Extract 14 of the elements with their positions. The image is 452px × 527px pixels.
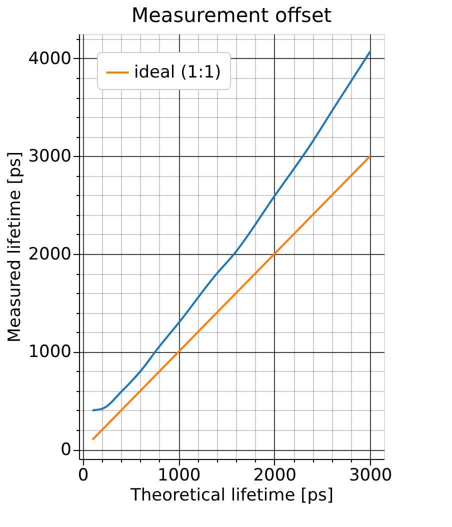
legend-label: ideal (1:1) [134,62,222,82]
y-axis-title: Measured lifetime [ps] [5,151,26,343]
y-tick-label: 4000 [28,48,72,69]
x-tick-label: 0 [78,466,89,486]
y-tick-label: 1000 [28,342,72,362]
x-tick-label: 3000 [348,466,392,486]
y-tick-label: 2000 [28,244,72,264]
line-series [91,50,372,412]
chart-title: Measurement offset [131,2,332,27]
x-tick-label: 1000 [157,466,201,486]
y-tick-label: 3000 [28,146,72,167]
x-tick-label: 2000 [253,466,296,486]
x-axis-title: Theoretical lifetime [ps] [130,486,334,506]
y-tick-label: 0 [60,440,72,460]
